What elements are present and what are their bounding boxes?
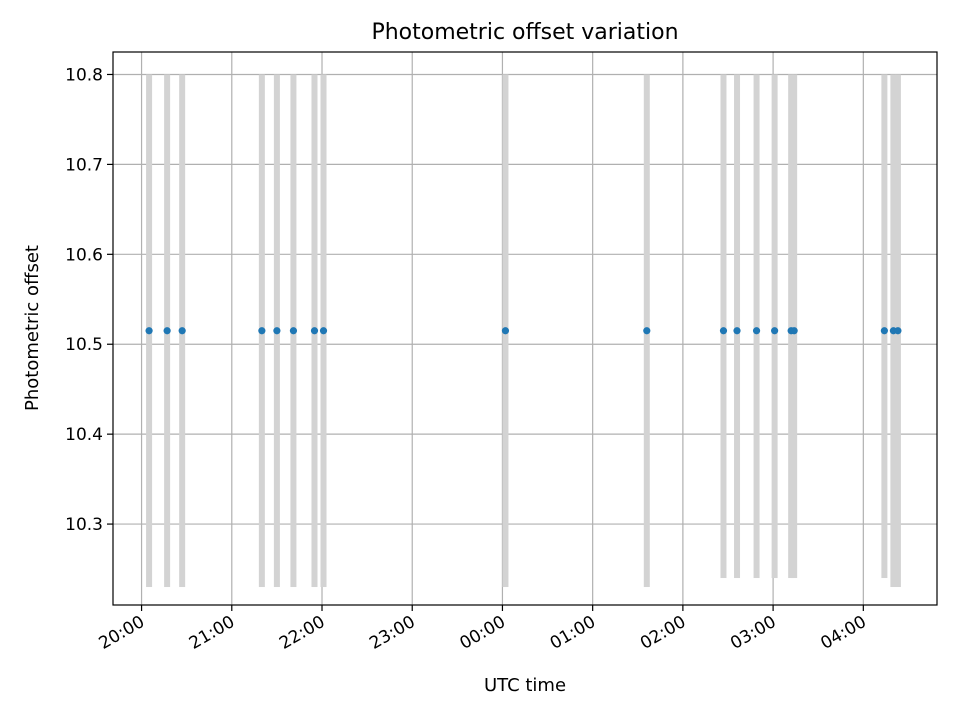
y-tick-label: 10.3 [65,515,103,535]
exposure-band [881,74,888,579]
data-point [163,327,171,335]
y-tick-label: 10.7 [65,155,103,175]
data-point [273,327,281,335]
data-point [258,327,266,335]
y-tick-label: 10.6 [65,245,103,265]
data-point [643,327,651,335]
data-point [733,327,741,335]
data-point [880,327,888,335]
data-point [178,327,186,335]
data-point [319,327,328,335]
x-axis-label: UTC time [484,675,566,696]
data-point [310,327,319,335]
y-tick-label: 10.8 [65,65,103,85]
data-point [719,327,728,335]
data-points [145,327,902,335]
exposure-band [720,74,727,579]
exposure-band [791,74,798,579]
data-point [145,327,153,335]
exposure-band [753,74,760,579]
y-axis-ticks: 10.3 10.4 10.5 10.6 10.7 10.8 [65,65,113,535]
grid [113,52,937,605]
y-tick-label: 10.5 [65,335,103,355]
chart-title: Photometric offset variation [371,20,678,45]
data-point [289,327,298,335]
exposure-band [771,74,778,579]
exposure-band [788,74,795,579]
data-point [790,327,798,335]
exposure-band [734,74,741,579]
y-tick-label: 10.4 [65,425,103,445]
data-point [894,327,902,335]
plot-frame [112,51,938,606]
y-axis-label: Photometric offset [22,245,43,411]
data-point [771,327,779,335]
data-point [752,327,761,335]
data-point [501,327,510,335]
